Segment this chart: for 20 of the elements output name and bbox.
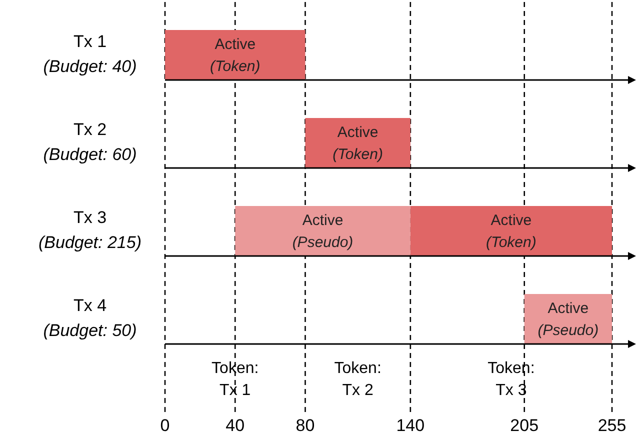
- bar: [235, 206, 410, 256]
- x-tick-label: 40: [226, 416, 245, 435]
- annotation: Token: Tx 2: [334, 360, 382, 399]
- x-tick-label: 255: [598, 416, 626, 435]
- bar: [305, 118, 410, 168]
- bar: [165, 30, 306, 80]
- data-label: Active (Token): [210, 36, 260, 75]
- x-tick-label: 205: [510, 416, 539, 435]
- x-tick-label: 0: [160, 416, 170, 435]
- y-tick-label: Tx 3 (Budget: 215): [38, 208, 142, 252]
- data-label: Active (Pseudo): [292, 212, 354, 251]
- y-tick-label: Tx 1 (Budget: 40): [43, 32, 137, 76]
- bar: [410, 206, 612, 256]
- y-tick-label: Tx 4 (Budget: 50): [43, 296, 137, 340]
- x-tick-label: 140: [396, 416, 425, 435]
- data-label: Active (Token): [332, 124, 383, 163]
- data-label: Active (Pseudo): [538, 300, 599, 339]
- data-label: Active (Token): [486, 212, 536, 251]
- x-tick-label: 80: [296, 416, 315, 435]
- y-tick-label: Tx 2 (Budget: 60): [43, 120, 137, 164]
